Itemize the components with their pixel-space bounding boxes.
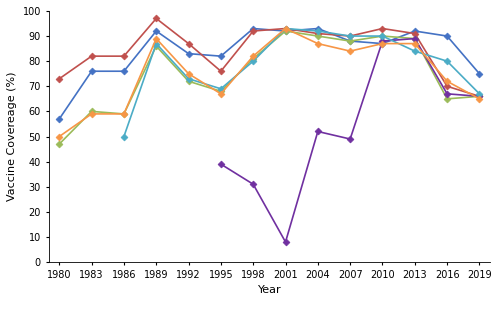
MCV1 (218, 87, 224, 91)
MCV1 (121, 134, 127, 138)
DTP1 (412, 32, 418, 36)
MCV1 (347, 34, 353, 38)
Line: DTP1: DTP1 (57, 16, 482, 99)
DTP3 (444, 97, 450, 101)
HepB3 (315, 129, 321, 133)
Pol3 (412, 42, 418, 46)
MCV1 (412, 49, 418, 53)
Pol3 (380, 42, 386, 46)
DTP3 (56, 142, 62, 146)
Pol3 (315, 42, 321, 46)
Pol3 (282, 27, 288, 31)
Pol3 (186, 72, 192, 76)
BCG (412, 29, 418, 33)
MCV1 (444, 59, 450, 63)
DTP1 (347, 34, 353, 38)
DTP1 (380, 27, 386, 31)
BCG (476, 72, 482, 76)
MCV1 (476, 92, 482, 96)
MCV1 (186, 77, 192, 81)
X-axis label: Year: Year (258, 285, 281, 295)
DTP1 (186, 42, 192, 46)
BCG (444, 34, 450, 38)
Pol3 (56, 134, 62, 138)
Line: MCV1: MCV1 (122, 26, 482, 139)
BCG (153, 29, 159, 33)
Y-axis label: Vaccine Covereage (%): Vaccine Covereage (%) (7, 72, 17, 201)
Pol3 (347, 49, 353, 53)
DTP3 (218, 89, 224, 93)
Pol3 (88, 112, 94, 116)
DTP3 (476, 94, 482, 98)
Line: DTP3: DTP3 (57, 29, 482, 146)
DTP1 (444, 84, 450, 88)
HepB3 (218, 162, 224, 166)
Line: BCG: BCG (57, 26, 482, 121)
MCV1 (153, 42, 159, 46)
DTP1 (218, 69, 224, 73)
BCG (186, 52, 192, 56)
DTP1 (121, 54, 127, 58)
Pol3 (153, 37, 159, 41)
Pol3 (121, 112, 127, 116)
DTP3 (186, 79, 192, 83)
DTP1 (250, 29, 256, 33)
BCG (315, 27, 321, 31)
DTP3 (121, 112, 127, 116)
DTP1 (153, 16, 159, 20)
HepB3 (347, 137, 353, 141)
DTP3 (347, 39, 353, 43)
BCG (218, 54, 224, 58)
Pol3 (250, 54, 256, 58)
BCG (282, 29, 288, 33)
DTP1 (476, 94, 482, 98)
HepB3 (412, 37, 418, 41)
Line: HepB3: HepB3 (218, 36, 482, 244)
DTP3 (282, 29, 288, 33)
DTP1 (315, 32, 321, 36)
BCG (250, 27, 256, 31)
BCG (56, 117, 62, 121)
DTP3 (380, 34, 386, 38)
DTP3 (250, 57, 256, 61)
DTP3 (88, 110, 94, 114)
Line: Pol3: Pol3 (57, 26, 482, 139)
DTP1 (88, 54, 94, 58)
DTP3 (315, 34, 321, 38)
MCV1 (250, 59, 256, 63)
MCV1 (282, 27, 288, 31)
Pol3 (476, 97, 482, 101)
BCG (88, 69, 94, 73)
HepB3 (282, 240, 288, 244)
DTP1 (282, 27, 288, 31)
MCV1 (315, 29, 321, 33)
DTP3 (412, 37, 418, 41)
BCG (347, 39, 353, 43)
HepB3 (250, 182, 256, 186)
BCG (121, 69, 127, 73)
DTP3 (153, 44, 159, 48)
HepB3 (476, 94, 482, 98)
HepB3 (444, 92, 450, 96)
MCV1 (380, 34, 386, 38)
BCG (380, 42, 386, 46)
HepB3 (380, 39, 386, 43)
DTP1 (56, 77, 62, 81)
Pol3 (444, 79, 450, 83)
Pol3 (218, 92, 224, 96)
